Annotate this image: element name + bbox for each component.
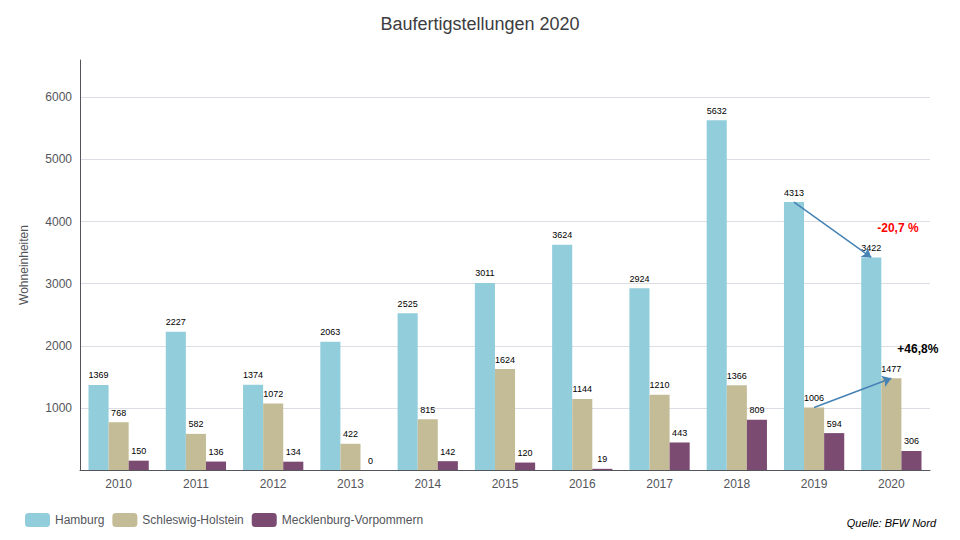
svg-text:1366: 1366: [727, 371, 747, 381]
svg-text:Wohneinheiten: Wohneinheiten: [17, 225, 31, 305]
svg-text:Schleswig-Holstein: Schleswig-Holstein: [142, 513, 243, 527]
svg-text:3422: 3422: [861, 243, 881, 253]
svg-text:5000: 5000: [45, 152, 72, 166]
svg-text:6000: 6000: [45, 90, 72, 104]
svg-text:1144: 1144: [573, 384, 592, 394]
svg-text:3624: 3624: [552, 230, 572, 240]
svg-text:1072: 1072: [263, 389, 283, 399]
svg-text:422: 422: [343, 429, 358, 439]
svg-text:5632: 5632: [707, 106, 727, 116]
svg-text:-20,7 %: -20,7 %: [877, 221, 919, 235]
svg-text:+46,8%: +46,8%: [897, 342, 938, 356]
svg-text:2018: 2018: [723, 477, 750, 491]
svg-text:136: 136: [208, 447, 223, 457]
svg-text:2924: 2924: [629, 274, 649, 284]
svg-text:2012: 2012: [260, 477, 287, 491]
svg-text:1624: 1624: [495, 355, 515, 365]
svg-text:2011: 2011: [183, 477, 209, 491]
svg-text:Hamburg: Hamburg: [55, 513, 104, 527]
svg-text:2010: 2010: [105, 477, 132, 491]
svg-text:2014: 2014: [414, 477, 441, 491]
svg-text:768: 768: [111, 408, 126, 418]
svg-text:2016: 2016: [569, 477, 596, 491]
svg-text:120: 120: [518, 448, 533, 458]
svg-text:1374: 1374: [243, 370, 263, 380]
svg-text:1006: 1006: [804, 393, 824, 403]
svg-text:0: 0: [368, 456, 373, 466]
svg-text:2017: 2017: [646, 477, 673, 491]
svg-text:443: 443: [672, 428, 687, 438]
svg-text:1477: 1477: [881, 364, 901, 374]
svg-text:594: 594: [827, 419, 842, 429]
svg-text:2525: 2525: [398, 299, 418, 309]
svg-text:306: 306: [904, 436, 919, 446]
svg-text:4313: 4313: [784, 188, 804, 198]
svg-text:2015: 2015: [492, 477, 519, 491]
svg-text:809: 809: [749, 405, 764, 415]
svg-text:582: 582: [188, 419, 203, 429]
svg-text:1369: 1369: [89, 370, 109, 380]
svg-text:3011: 3011: [475, 268, 494, 278]
svg-text:150: 150: [131, 446, 146, 456]
svg-text:2020: 2020: [878, 477, 905, 491]
svg-text:815: 815: [420, 405, 435, 415]
svg-text:2000: 2000: [45, 339, 72, 353]
svg-text:Mecklenburg-Vorpommern: Mecklenburg-Vorpommern: [282, 513, 423, 527]
svg-text:134: 134: [286, 447, 301, 457]
svg-text:Quelle: BFW Nord: Quelle: BFW Nord: [847, 517, 937, 529]
svg-text:19: 19: [597, 454, 607, 464]
svg-text:1000: 1000: [45, 401, 72, 415]
svg-text:1210: 1210: [650, 380, 670, 390]
svg-text:142: 142: [440, 447, 455, 457]
svg-text:2227: 2227: [166, 317, 186, 327]
svg-text:2019: 2019: [801, 477, 828, 491]
svg-text:2063: 2063: [320, 327, 340, 337]
svg-text:Baufertigstellungen 2020: Baufertigstellungen 2020: [380, 14, 579, 34]
svg-text:3000: 3000: [45, 277, 72, 291]
svg-text:2013: 2013: [337, 477, 364, 491]
svg-text:4000: 4000: [45, 215, 72, 229]
